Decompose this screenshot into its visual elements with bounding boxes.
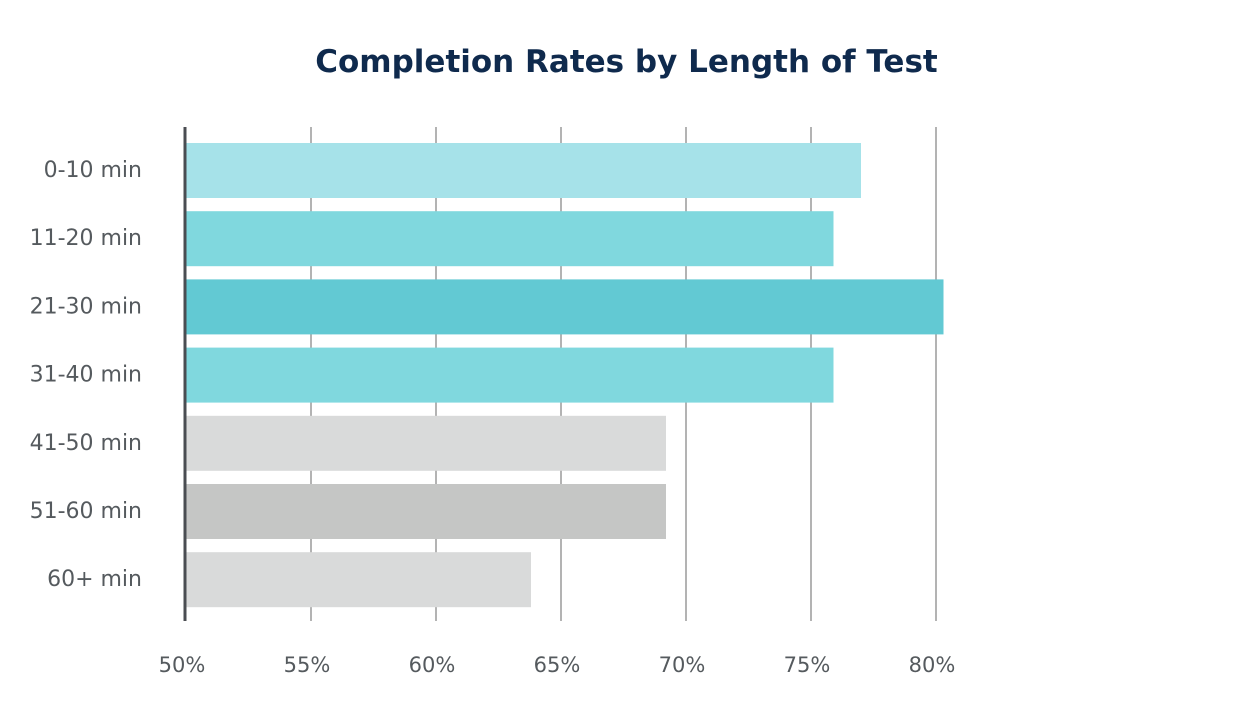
bar-51-60-min (186, 484, 666, 539)
x-tick-label: 65% (534, 653, 581, 677)
bar-0-10-min (186, 143, 861, 198)
x-tick-label: 60% (409, 653, 456, 677)
bar-11-20-min (186, 211, 834, 267)
x-tick-label: 50% (159, 653, 206, 677)
category-label: 21-30 min (30, 294, 142, 319)
chart-title: Completion Rates by Length of Test (315, 44, 938, 80)
bar-60-min (186, 552, 531, 608)
category-label: 31-40 min (30, 363, 142, 388)
bar-31-40-min (186, 347, 834, 403)
bar-21-30-min (186, 279, 944, 335)
x-tick-label: 70% (659, 653, 706, 677)
bars (186, 143, 944, 608)
bar-41-50-min (186, 415, 666, 471)
category-label: 11-20 min (30, 226, 142, 251)
category-label: 51-60 min (30, 499, 142, 524)
x-tick-labels: 50% 55% 60% 65% 70% 75% 80% (159, 653, 956, 677)
category-labels: 0-10 min 11-20 min 21-30 min 31-40 min 41-50… (30, 158, 142, 592)
category-label: 60+ min (47, 567, 142, 592)
category-label: 0-10 min (44, 158, 142, 183)
x-tick-label: 75% (784, 653, 831, 677)
x-tick-label: 55% (284, 653, 331, 677)
x-tick-label: 80% (909, 653, 956, 677)
category-label: 41-50 min (30, 431, 142, 456)
